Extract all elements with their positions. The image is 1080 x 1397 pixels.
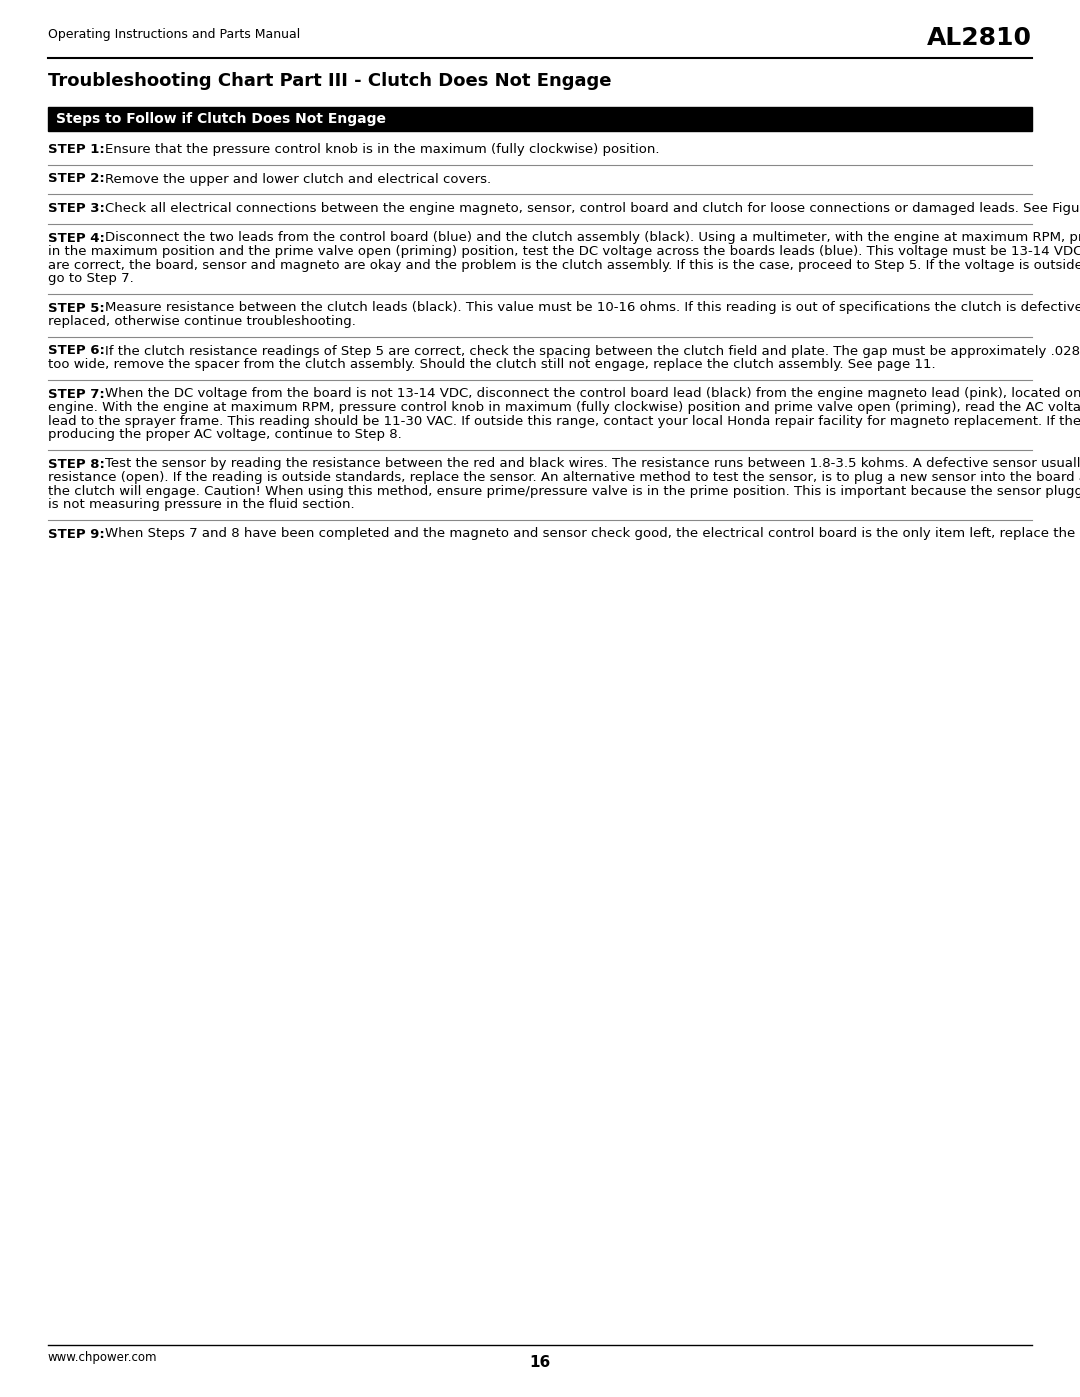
Text: AL2810: AL2810: [927, 27, 1032, 50]
Text: Remove the upper and lower clutch and electrical covers.: Remove the upper and lower clutch and el…: [105, 172, 491, 186]
Text: When Steps 7 and 8 have been completed and the magneto and sensor check good, th: When Steps 7 and 8 have been completed a…: [105, 528, 1080, 541]
Text: in the maximum position and the prime valve open (priming) position, test the DC: in the maximum position and the prime va…: [48, 244, 1080, 258]
Text: STEP 1:: STEP 1:: [48, 142, 105, 156]
Text: Disconnect the two leads from the control board (blue) and the clutch assembly (: Disconnect the two leads from the contro…: [105, 232, 1080, 244]
Text: producing the proper AC voltage, continue to Step 8.: producing the proper AC voltage, continu…: [48, 427, 402, 441]
Text: STEP 7:: STEP 7:: [48, 387, 105, 401]
Text: go to Step 7.: go to Step 7.: [48, 272, 134, 285]
Text: Troubleshooting Chart Part III - Clutch Does Not Engage: Troubleshooting Chart Part III - Clutch …: [48, 73, 611, 89]
Text: 16: 16: [529, 1355, 551, 1370]
Text: is not measuring pressure in the fluid section.: is not measuring pressure in the fluid s…: [48, 497, 354, 511]
Text: If the clutch resistance readings of Step 5 are correct, check the spacing betwe: If the clutch resistance readings of Ste…: [105, 345, 1080, 358]
Text: lead to the sprayer frame. This reading should be 11-30 VAC. If outside this ran: lead to the sprayer frame. This reading …: [48, 415, 1080, 427]
Text: STEP 8:: STEP 8:: [48, 457, 105, 471]
Text: STEP 9:: STEP 9:: [48, 528, 105, 541]
Text: STEP 3:: STEP 3:: [48, 203, 105, 215]
Text: Test the sensor by reading the resistance between the red and black wires. The r: Test the sensor by reading the resistanc…: [105, 457, 1080, 471]
Text: Check all electrical connections between the engine magneto, sensor, control boa: Check all electrical connections between…: [105, 203, 1080, 215]
Text: engine. With the engine at maximum RPM, pressure control knob in maximum (fully : engine. With the engine at maximum RPM, …: [48, 401, 1080, 414]
Text: too wide, remove the spacer from the clutch assembly. Should the clutch still no: too wide, remove the spacer from the clu…: [48, 358, 935, 372]
Text: STEP 5:: STEP 5:: [48, 302, 105, 314]
Text: Operating Instructions and Parts Manual: Operating Instructions and Parts Manual: [48, 28, 300, 41]
Text: the clutch will engage. Caution! When using this method, ensure prime/pressure v: the clutch will engage. Caution! When us…: [48, 485, 1080, 497]
Text: STEP 4:: STEP 4:: [48, 232, 105, 244]
Text: resistance (open). If the reading is outside standards, replace the sensor. An a: resistance (open). If the reading is out…: [48, 471, 1080, 483]
Text: STEP 6:: STEP 6:: [48, 345, 105, 358]
Text: www.chpower.com: www.chpower.com: [48, 1351, 158, 1363]
Bar: [48, 108, 1032, 131]
Text: Ensure that the pressure control knob is in the maximum (fully clockwise) positi: Ensure that the pressure control knob is…: [105, 142, 659, 156]
Text: STEP 2:: STEP 2:: [48, 172, 105, 186]
Text: Steps to Follow if Clutch Does Not Engage: Steps to Follow if Clutch Does Not Engag…: [56, 112, 386, 126]
Text: replaced, otherwise continue troubleshooting.: replaced, otherwise continue troubleshoo…: [48, 314, 356, 328]
Text: are correct, the board, sensor and magneto are okay and the problem is the clutc: are correct, the board, sensor and magne…: [48, 258, 1080, 271]
Text: When the DC voltage from the board is not 13-14 VDC, disconnect the control boar: When the DC voltage from the board is no…: [105, 387, 1080, 401]
Text: Measure resistance between the clutch leads (black). This value must be 10-16 oh: Measure resistance between the clutch le…: [105, 302, 1080, 314]
